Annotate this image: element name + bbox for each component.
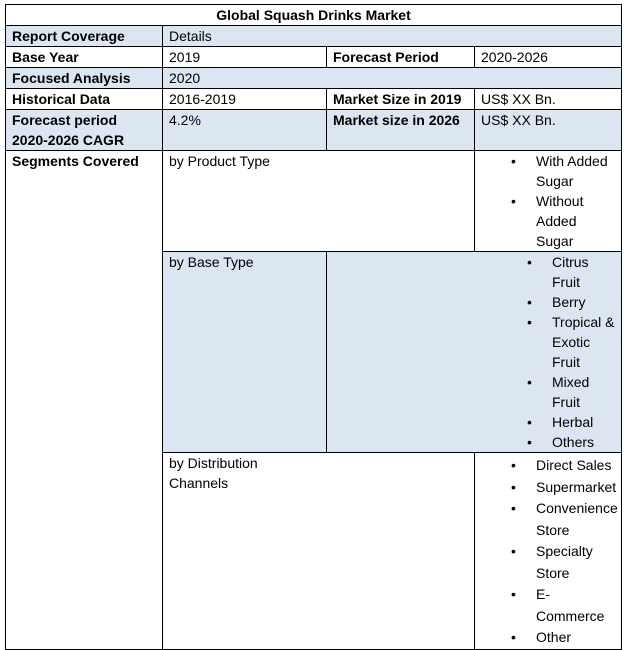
list-item-label: Tropical & Exotic Fruit <box>552 314 615 370</box>
list-item: • Citrus Fruit <box>497 252 615 292</box>
list-item-label: Herbal <box>552 414 594 430</box>
base-year-value: 2019 <box>162 46 327 68</box>
market-size-2026-label: Market size in 2026 <box>326 109 475 151</box>
bullet-list: • Direct Sales • Supermarket • Convenience … <box>481 455 618 649</box>
list-item-label: Supermarket <box>536 478 617 495</box>
list-item-label: Mixed Fruit <box>552 374 590 410</box>
list-item-label: Specialty Store <box>536 543 593 581</box>
segment-items: • With Added Sugar • Without Added Sugar <box>474 150 622 252</box>
focused-analysis-label: Focused Analysis <box>5 67 163 89</box>
list-item-label: Other <box>536 629 572 645</box>
list-item-label: With Added Sugar <box>536 153 608 189</box>
list-item-label: Direct Sales <box>536 457 612 473</box>
list-item: • E-Commerce <box>481 584 615 627</box>
segments-covered-label: Segments Covered <box>5 150 163 650</box>
list-item: • Tropical & Exotic Fruit <box>497 312 615 372</box>
bullet-icon: • <box>527 314 532 330</box>
segment-items: • Direct Sales • Supermarket • Convenience … <box>474 452 622 650</box>
report-coverage-label: Report Coverage <box>5 25 163 47</box>
table-title: Global Squash Drinks Market <box>5 4 622 26</box>
bullet-list: • Citrus Fruit • Berry • Tropical & Exotic … <box>497 252 615 452</box>
list-item-label: Citrus Fruit <box>552 254 589 290</box>
market-size-2019-label: Market Size in 2019 <box>326 88 475 110</box>
report-table: Global Squash Drinks Market Report Cover… <box>5 4 622 650</box>
historical-data-label: Historical Data <box>5 88 163 110</box>
list-item-label: Without Added Sugar <box>536 193 584 249</box>
segment-group-name: by Product Type <box>162 150 475 252</box>
list-item: • Supermarket <box>481 477 617 499</box>
list-item: • Convenience Store <box>481 498 618 541</box>
bullet-icon: • <box>511 193 516 209</box>
bullet-list: • With Added Sugar • Without Added Sugar <box>481 151 615 251</box>
bullet-icon: • <box>511 153 516 169</box>
list-item-label: E-Commerce <box>536 586 605 624</box>
forecast-period-value: 2020-2026 <box>474 46 622 68</box>
list-item-label: Convenience Store <box>536 500 618 538</box>
list-item: • Mixed Fruit <box>497 372 615 412</box>
list-item: • Others <box>497 432 615 452</box>
list-item: • Direct Sales <box>481 455 615 477</box>
list-item-label: Berry <box>552 294 586 310</box>
bullet-icon: • <box>527 254 532 270</box>
list-item: • Herbal <box>497 412 615 432</box>
forecast-period-label: Forecast Period <box>326 46 475 68</box>
segment-group-name: by Base Type <box>162 251 327 453</box>
list-item-label: Others <box>552 434 595 450</box>
cagr-value: 4.2% <box>162 109 327 151</box>
list-item: • Specialty Store <box>481 541 615 584</box>
cagr-label: Forecast period 2020-2026 CAGR <box>5 109 163 151</box>
bullet-icon: • <box>511 478 516 495</box>
list-item: • With Added Sugar <box>481 151 615 191</box>
list-item: • Berry <box>497 292 615 312</box>
report-coverage-value: Details <box>162 25 622 47</box>
focused-analysis-value: 2020 <box>162 67 622 89</box>
bullet-icon: • <box>527 374 532 390</box>
bullet-icon: • <box>527 414 532 430</box>
bullet-icon: • <box>511 457 516 473</box>
market-size-2019-value: US$ XX Bn. <box>474 88 622 110</box>
bullet-icon: • <box>511 586 516 602</box>
bullet-icon: • <box>511 543 516 559</box>
segment-items: • Citrus Fruit • Berry • Tropical & Exotic … <box>326 251 622 453</box>
market-size-2026-value: US$ XX Bn. <box>474 109 622 151</box>
list-item: • Other <box>481 627 615 649</box>
base-year-label: Base Year <box>5 46 163 68</box>
historical-data-value: 2016-2019 <box>162 88 327 110</box>
bullet-icon: • <box>511 500 516 516</box>
segment-group-name: by Distribution Channels <box>162 452 475 650</box>
segment-group-label: by Distribution Channels <box>169 455 258 491</box>
bullet-icon: • <box>527 434 532 450</box>
bullet-icon: • <box>527 294 532 310</box>
list-item: • Without Added Sugar <box>481 191 615 251</box>
bullet-icon: • <box>511 629 516 645</box>
